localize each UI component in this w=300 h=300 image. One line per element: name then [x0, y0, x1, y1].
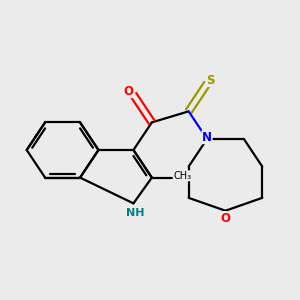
Text: O: O	[123, 85, 133, 98]
Text: NH: NH	[126, 208, 145, 218]
Text: N: N	[202, 130, 212, 144]
Text: O: O	[220, 212, 230, 225]
Text: CH₃: CH₃	[173, 171, 191, 181]
Text: S: S	[206, 74, 215, 87]
